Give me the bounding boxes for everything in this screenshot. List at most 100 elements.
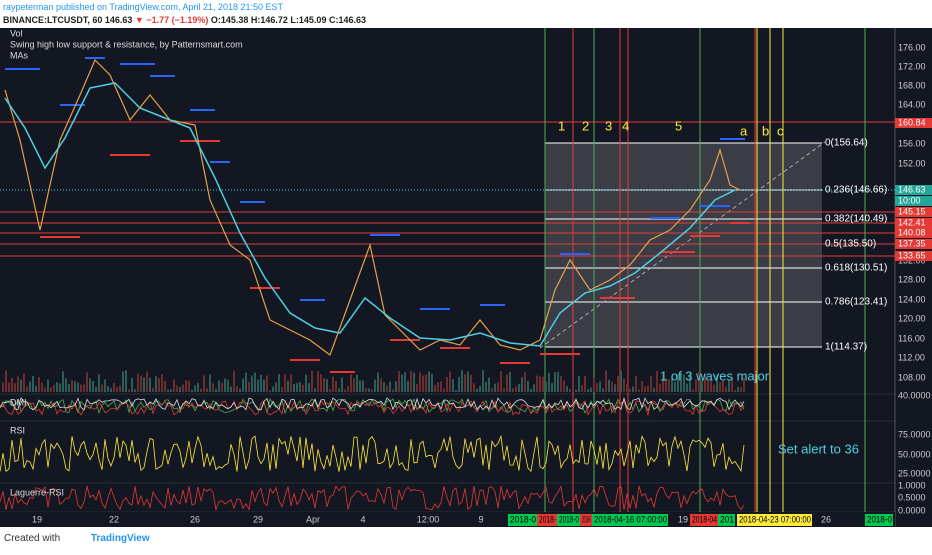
- volume-bar: [323, 377, 325, 392]
- volume-bar: [623, 378, 625, 392]
- volume-bar: [266, 375, 268, 392]
- panel-tick: 25.0000: [898, 468, 931, 478]
- volume-bar: [281, 387, 283, 392]
- volume-bar: [593, 377, 595, 392]
- price-axis: 176.00172.00168.00164.00156.00152.00132.…: [898, 42, 926, 382]
- price-tag-bg: [895, 228, 932, 238]
- volume-bar: [584, 375, 586, 392]
- volume-bar: [416, 384, 418, 392]
- volume-bar: [314, 388, 316, 392]
- volume-bar: [431, 373, 433, 392]
- volume-bar: [509, 372, 511, 392]
- volume-bar: [221, 382, 223, 392]
- time-tick-label: 12:00: [417, 514, 440, 524]
- fib-label: 0.236(146.66): [825, 185, 887, 196]
- volume-bar: [548, 372, 550, 392]
- volume-bar: [38, 377, 40, 392]
- volume-bar: [455, 389, 457, 392]
- volume-bar: [140, 375, 142, 392]
- volume-bar: [365, 388, 367, 392]
- volume-bar: [287, 380, 289, 392]
- volume-bar: [635, 375, 637, 392]
- volume-bar: [551, 383, 553, 392]
- time-tag-bg: [718, 514, 735, 526]
- volume-bar: [170, 389, 172, 392]
- volume-bar: [116, 387, 118, 392]
- volume-bar: [665, 378, 667, 392]
- wave-label: c: [777, 123, 784, 138]
- volume-bar: [395, 381, 397, 392]
- volume-bar: [524, 371, 526, 392]
- price-tag-bg: [895, 196, 932, 206]
- wave-label: 2: [582, 118, 589, 133]
- price-tag: 146.63: [898, 184, 926, 194]
- price-tick-label: 152.00: [898, 158, 926, 168]
- volume-bar: [410, 371, 412, 392]
- volume-bar: [329, 388, 331, 392]
- volume-bar: [434, 384, 436, 392]
- volume-bar: [614, 384, 616, 392]
- vertical-lines: [544, 28, 866, 527]
- volume-bar: [656, 370, 658, 392]
- volume-bar: [47, 379, 49, 392]
- volume-bar: [143, 377, 145, 392]
- fib-label: 0.382(140.49): [825, 214, 887, 225]
- panel-tick: 0.5000: [898, 492, 926, 502]
- volume-bar: [572, 380, 574, 392]
- volume-bar: [155, 376, 157, 392]
- price-tick-label: 156.00: [898, 138, 926, 148]
- volume-bar: [122, 371, 124, 392]
- volume-bar: [89, 378, 91, 392]
- volume-bar: [650, 375, 652, 392]
- header-line: raypeterman published on TradingView.com…: [3, 2, 283, 12]
- panel-tick: 0.0000: [898, 505, 926, 515]
- volume-bar: [71, 380, 73, 392]
- volume-bar: [512, 388, 514, 392]
- volume-bar: [26, 386, 28, 392]
- volume-bar: [359, 380, 361, 392]
- volume-bar: [251, 375, 253, 392]
- volume-bar: [533, 384, 535, 392]
- volume-bar: [68, 383, 70, 392]
- indicator-line: [0, 396, 745, 412]
- volume-bar: [731, 377, 733, 392]
- volume-bar: [338, 388, 340, 392]
- volume-bar: [344, 389, 346, 392]
- volume-bar: [227, 379, 229, 392]
- indicator-lines: [0, 370, 745, 512]
- volume-bar: [536, 375, 538, 392]
- volume-bar: [8, 382, 10, 392]
- volume-bar: [65, 378, 67, 392]
- price-tag-bg: [895, 185, 932, 195]
- volume-bar: [83, 384, 85, 392]
- legend-item: Swing high low support & resistance, by …: [10, 39, 243, 49]
- time-tick-label: 22: [109, 514, 119, 524]
- annotation: Set alert to 36: [778, 441, 859, 456]
- volume-bar: [44, 387, 46, 392]
- wave-label: b: [762, 123, 769, 138]
- volume-bar: [554, 372, 556, 392]
- volume-bar: [545, 381, 547, 392]
- volume-bar: [179, 387, 181, 392]
- volume-bar: [80, 384, 82, 392]
- volume-bar: [686, 383, 688, 392]
- volume-bar: [296, 383, 298, 392]
- volume-bar: [608, 379, 610, 392]
- volume-bar: [587, 389, 589, 392]
- volume-bar: [245, 372, 247, 392]
- price-tick-label: 112.00: [898, 352, 925, 362]
- volume-bar: [56, 382, 58, 392]
- panel-label: RSI: [10, 425, 25, 435]
- volume-bar: [653, 387, 655, 392]
- time-tick-label: 19: [678, 514, 688, 524]
- volume-bar: [209, 374, 211, 392]
- volume-bar: [362, 380, 364, 392]
- volume-bar: [398, 371, 400, 392]
- price-tag-bg: [895, 118, 932, 128]
- price-tick-label: 172.00: [898, 61, 926, 71]
- volume-bar: [566, 386, 568, 392]
- volume-bar: [659, 384, 661, 392]
- volume-bar: [311, 370, 313, 392]
